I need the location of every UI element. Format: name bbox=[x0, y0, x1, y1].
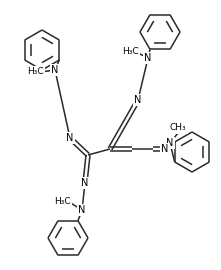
Text: CH₃: CH₃ bbox=[170, 123, 186, 133]
Text: N: N bbox=[66, 133, 74, 143]
Text: H₃C: H₃C bbox=[27, 68, 43, 76]
Text: H₃C: H₃C bbox=[54, 197, 70, 207]
Text: N: N bbox=[51, 65, 59, 75]
Text: H₃C: H₃C bbox=[122, 48, 138, 56]
Text: N: N bbox=[161, 144, 169, 154]
Text: N: N bbox=[78, 205, 86, 215]
Text: N: N bbox=[144, 53, 152, 63]
Text: N: N bbox=[166, 138, 174, 148]
Text: N: N bbox=[134, 95, 142, 105]
Text: N: N bbox=[81, 178, 89, 188]
